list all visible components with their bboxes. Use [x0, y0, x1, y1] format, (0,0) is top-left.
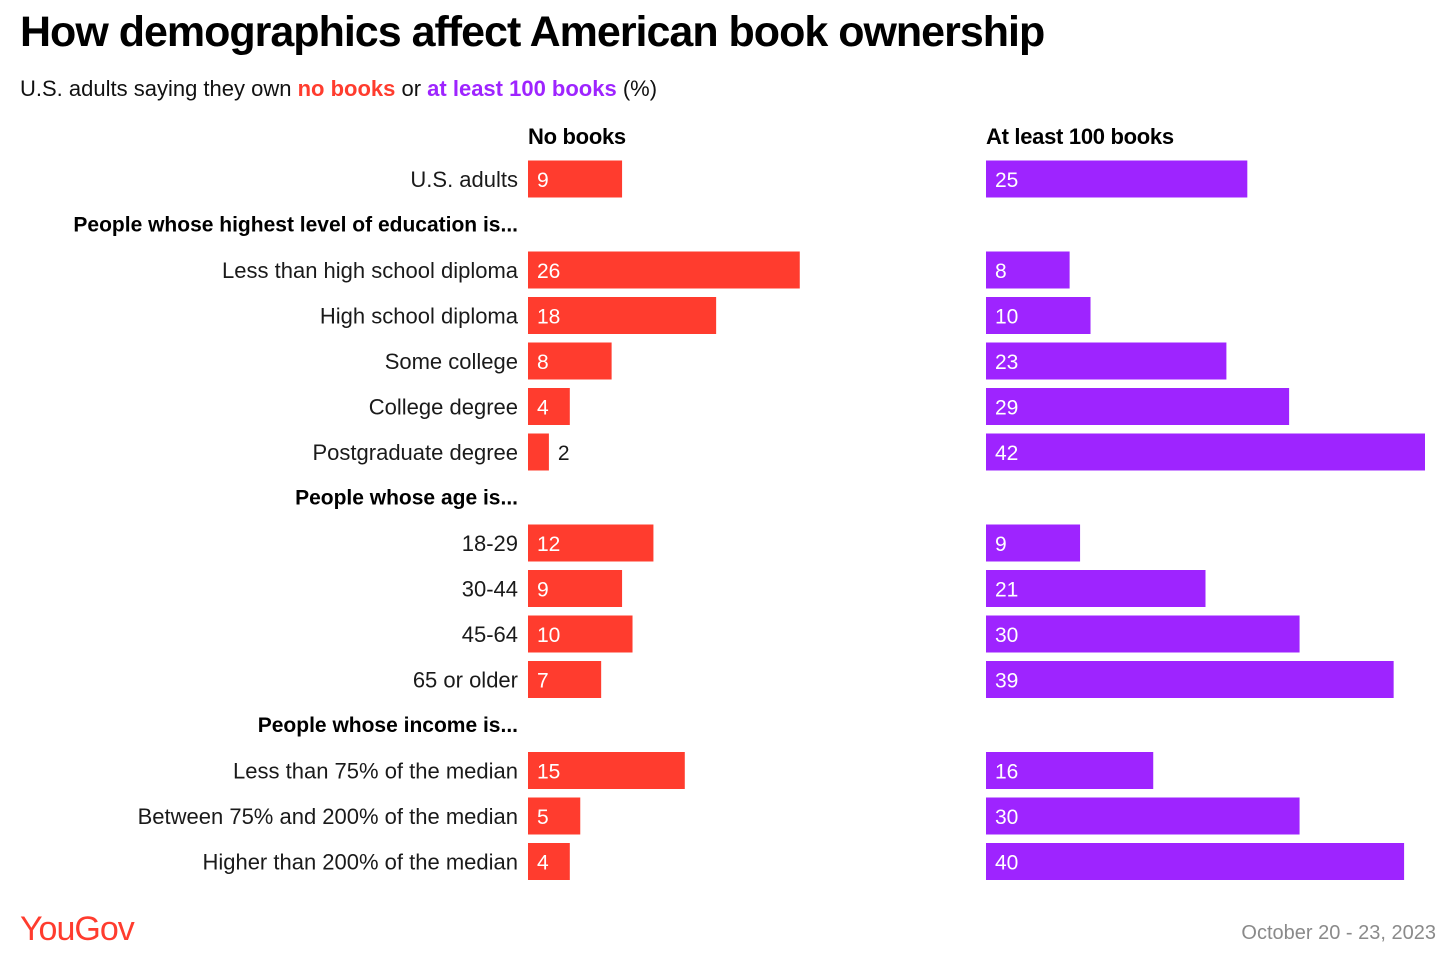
group-label: People whose age is...: [295, 487, 518, 510]
chart-subtitle: U.S. adults saying they own no books or …: [20, 76, 657, 102]
data-label: 7: [537, 670, 549, 693]
bar-at-least-100: [986, 388, 1290, 425]
bar-no-books: [528, 160, 623, 198]
column-header-no-books: No books: [528, 124, 626, 149]
bar-at-least-100: [986, 433, 1425, 471]
subtitle-no-books: no books: [297, 76, 396, 101]
data-label: 2: [558, 442, 570, 465]
subtitle-suffix: (%): [616, 76, 658, 101]
data-label: 29: [995, 397, 1018, 420]
data-label: 5: [537, 806, 549, 829]
data-label: 18: [537, 306, 560, 329]
data-label: 16: [995, 761, 1018, 784]
category-label: U.S. adults: [410, 167, 518, 192]
yougov-logo: YouGov: [20, 910, 135, 948]
bar-no-books: [528, 570, 623, 607]
chart-title: How demographics affect American book ow…: [20, 8, 1045, 56]
category-label: Postgraduate degree: [313, 440, 519, 465]
bar-at-least-100: [986, 251, 1070, 289]
category-label: Between 75% and 200% of the median: [138, 804, 518, 829]
data-label: 30: [995, 806, 1018, 829]
subtitle-middle: or: [395, 76, 428, 101]
bar-no-books: [528, 797, 581, 835]
data-label: 23: [995, 351, 1018, 374]
category-label: College degree: [369, 395, 518, 420]
bar-at-least-100: [986, 752, 1154, 789]
category-label: 18-29: [462, 531, 518, 556]
data-label: 21: [995, 579, 1018, 602]
bar-no-books: [528, 388, 570, 425]
bar-at-least-100: [986, 570, 1206, 607]
category-label: Higher than 200% of the median: [202, 850, 518, 875]
data-label: 8: [537, 351, 549, 374]
bar-no-books: [528, 297, 717, 334]
category-label: High school diploma: [320, 304, 519, 329]
category-label: 45-64: [462, 622, 518, 647]
data-label: 30: [995, 624, 1018, 647]
data-label: 25: [995, 169, 1018, 192]
bar-no-books: [528, 251, 800, 289]
column-header-at-least-100: At least 100 books: [986, 124, 1174, 149]
data-label: 12: [537, 533, 560, 556]
data-label: 10: [537, 624, 560, 647]
data-label: 39: [995, 670, 1018, 693]
category-label: 30-44: [462, 577, 518, 602]
category-label: 65 or older: [413, 668, 518, 693]
category-label: Less than 75% of the median: [233, 759, 518, 784]
bar-no-books: [528, 661, 602, 698]
data-label: 15: [537, 761, 560, 784]
bar-no-books: [528, 342, 612, 380]
data-label: 26: [537, 260, 560, 283]
group-label: People whose highest level of education …: [73, 214, 518, 237]
survey-date: October 20 - 23, 2023: [1241, 922, 1436, 944]
bar-at-least-100: [986, 297, 1091, 334]
bar-no-books: [528, 843, 570, 880]
bar-at-least-100: [986, 615, 1300, 653]
data-label: 8: [995, 260, 1007, 283]
group-label: People whose income is...: [258, 714, 518, 737]
bar-at-least-100: [986, 342, 1227, 380]
subtitle-at-least-100: at least 100 books: [427, 76, 617, 101]
subtitle-prefix: U.S. adults saying they own: [20, 76, 298, 101]
bar-at-least-100: [986, 160, 1248, 198]
data-label: 9: [537, 579, 549, 602]
data-label: 42: [995, 442, 1018, 465]
bar-no-books: [528, 433, 549, 471]
bar-at-least-100: [986, 797, 1300, 835]
data-label: 9: [537, 169, 549, 192]
category-label: Some college: [385, 349, 518, 374]
bar-no-books: [528, 615, 633, 653]
bar-no-books: [528, 524, 654, 562]
bar-at-least-100: [986, 661, 1394, 698]
data-label: 10: [995, 306, 1018, 329]
bar-at-least-100: [986, 843, 1405, 880]
data-label: 4: [537, 397, 549, 420]
data-label: 9: [995, 533, 1007, 556]
data-label: 40: [995, 852, 1018, 875]
category-label: Less than high school diploma: [222, 258, 519, 283]
bar-no-books: [528, 752, 685, 789]
bar-at-least-100: [986, 524, 1081, 562]
data-label: 4: [537, 852, 549, 875]
